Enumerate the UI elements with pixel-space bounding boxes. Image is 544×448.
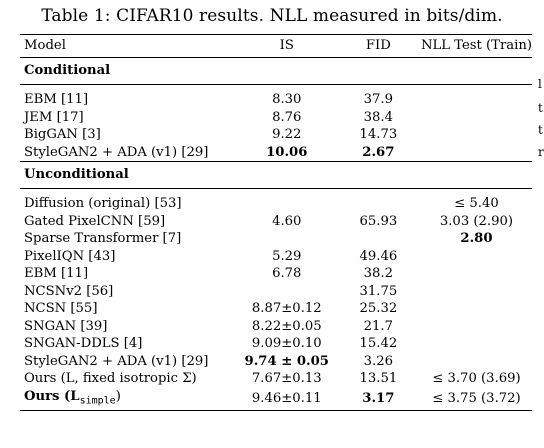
- cell-is: 4.60: [272, 213, 302, 229]
- cell-model: StyleGAN2 + ADA (v1) [29]: [24, 353, 209, 369]
- cell-is: 9.09±0.10: [251, 336, 322, 351]
- edge-fragment: t: [538, 123, 543, 137]
- cell-nll: [421, 335, 532, 353]
- table-row: EBM [11] 6.78 38.2: [20, 265, 532, 283]
- table-row: SNGAN-DDLS [4] 9.09±0.10 15.42: [20, 335, 532, 353]
- table-header-row: Model IS FID NLL Test (Train): [20, 34, 532, 58]
- header-model: Model: [20, 34, 238, 58]
- ours-tail: ): [115, 388, 121, 404]
- section-unconditional-label: Unconditional: [20, 161, 532, 189]
- cell-fid: 3.17: [335, 387, 421, 411]
- cell-model: NCSN [55]: [24, 301, 98, 316]
- cell-fid: 14.73: [359, 127, 398, 142]
- cell-model: SNGAN-DDLS [4]: [24, 336, 143, 351]
- table-row: Diffusion (original) [53] ≤ 5.40: [20, 195, 532, 213]
- cell-fid: 13.51: [359, 371, 398, 386]
- cell-model: EBM [11]: [24, 266, 89, 281]
- cell-model: BigGAN [3]: [24, 127, 101, 142]
- table-row: JEM [17] 8.76 38.4: [20, 109, 532, 127]
- cell-nll: [421, 318, 532, 336]
- section-conditional-label: Conditional: [20, 57, 532, 85]
- header-fid: FID: [335, 34, 421, 58]
- cell-fid: 37.9: [363, 92, 394, 107]
- cell-fid: 21.7: [363, 318, 394, 334]
- table-row: Gated PixelCNN [59] 4.60 65.93 3.03 (2.9…: [20, 213, 532, 231]
- table-caption: Table 1: CIFAR10 results. NLL measured i…: [41, 6, 503, 26]
- table-row: NCSNv2 [56] 31.75: [20, 283, 532, 301]
- results-table: Model IS FID NLL Test (Train) Conditiona…: [20, 34, 532, 411]
- cell-is: [238, 195, 336, 213]
- cell-model: EBM [11]: [24, 92, 89, 107]
- cell-is: 10.06: [237, 143, 336, 162]
- cell-model: SNGAN [39]: [24, 318, 108, 334]
- cell-is: [238, 283, 336, 301]
- cell-is: 6.78: [272, 266, 302, 281]
- cell-fid: 15.42: [359, 336, 398, 351]
- cell-is: 8.87±0.12: [251, 301, 322, 316]
- table-row: PixelIQN [43] 5.29 49.46: [20, 248, 532, 266]
- ours-subscript: simple: [79, 395, 116, 407]
- cell-is: 8.76: [272, 109, 302, 125]
- cell-fid: [336, 195, 421, 213]
- cell-nll: [421, 109, 532, 127]
- cell-model: JEM [17]: [24, 109, 84, 125]
- cell-nll: 3.03 (2.90): [439, 213, 514, 229]
- cell-fid: 31.75: [359, 283, 398, 299]
- table-row: NCSN [55] 8.87±0.12 25.32: [20, 300, 532, 318]
- cell-model: Ours (Lsimple): [20, 387, 238, 411]
- edge-fragment: r: [538, 145, 544, 159]
- cell-is: 8.30: [272, 92, 302, 107]
- cell-nll: [421, 91, 532, 109]
- cell-nll: [420, 143, 532, 162]
- table-row: StyleGAN2 + ADA (v1) [29] 9.74 ± 0.05 3.…: [20, 353, 532, 371]
- cell-fid: [336, 230, 421, 248]
- header-is: IS: [237, 34, 336, 58]
- cell-nll: [421, 248, 532, 266]
- cell-model: NCSNv2 [56]: [24, 283, 114, 299]
- cell-nll: [421, 353, 532, 371]
- edge-fragment: t: [538, 101, 543, 115]
- cell-nll: [421, 283, 532, 301]
- cell-model: Gated PixelCNN [59]: [24, 213, 166, 229]
- cell-fid: 65.93: [359, 213, 398, 229]
- header-nll: NLL Test (Train): [420, 34, 532, 58]
- cell-fid: 25.32: [359, 301, 398, 316]
- cell-model: Sparse Transformer [7]: [24, 231, 182, 246]
- section-conditional: Conditional: [20, 57, 532, 85]
- edge-fragment: l: [538, 77, 542, 91]
- section-unconditional: Unconditional: [20, 161, 532, 189]
- cell-nll: [421, 126, 532, 144]
- table-row: EBM [11] 8.30 37.9: [20, 91, 532, 109]
- table-row: StyleGAN2 + ADA (v1) [29] 10.06 2.67: [20, 143, 532, 162]
- cell-nll: ≤ 3.75 (3.72): [420, 387, 532, 411]
- cell-fid: 3.26: [363, 353, 394, 369]
- cell-nll: 2.80: [460, 231, 493, 246]
- cell-nll: [421, 300, 532, 318]
- cell-nll: [421, 265, 532, 283]
- cell-fid: 38.4: [363, 109, 394, 125]
- cell-model: StyleGAN2 + ADA (v1) [29]: [20, 143, 238, 162]
- cell-fid: 2.67: [335, 143, 421, 162]
- cell-is: [238, 230, 336, 248]
- cell-is: 9.46±0.11: [237, 387, 336, 411]
- cell-is: 9.74 ± 0.05: [244, 353, 329, 369]
- cell-is: 7.67±0.13: [251, 371, 322, 386]
- ours-label: Ours (L: [24, 388, 80, 404]
- table-row: Sparse Transformer [7] 2.80: [20, 230, 532, 248]
- cell-is: 8.22±0.05: [251, 318, 322, 334]
- table-row: BigGAN [3] 9.22 14.73: [20, 126, 532, 144]
- table-row: Ours (Lsimple) 9.46±0.11 3.17 ≤ 3.75 (3.…: [20, 387, 532, 411]
- cell-is: 5.29: [272, 248, 302, 264]
- cell-model: Ours (L, fixed isotropic Σ): [24, 371, 197, 386]
- table-row: SNGAN [39] 8.22±0.05 21.7: [20, 318, 532, 336]
- cell-nll: ≤ 3.70 (3.69): [432, 371, 521, 386]
- cell-fid: 38.2: [363, 266, 394, 281]
- cell-is: 9.22: [272, 127, 302, 142]
- cell-nll: ≤ 5.40: [454, 196, 499, 211]
- cell-model: Diffusion (original) [53]: [24, 196, 182, 211]
- table-row: Ours (L, fixed isotropic Σ) 7.67±0.13 13…: [20, 370, 532, 388]
- cell-model: PixelIQN [43]: [24, 248, 116, 264]
- cell-fid: 49.46: [359, 248, 398, 264]
